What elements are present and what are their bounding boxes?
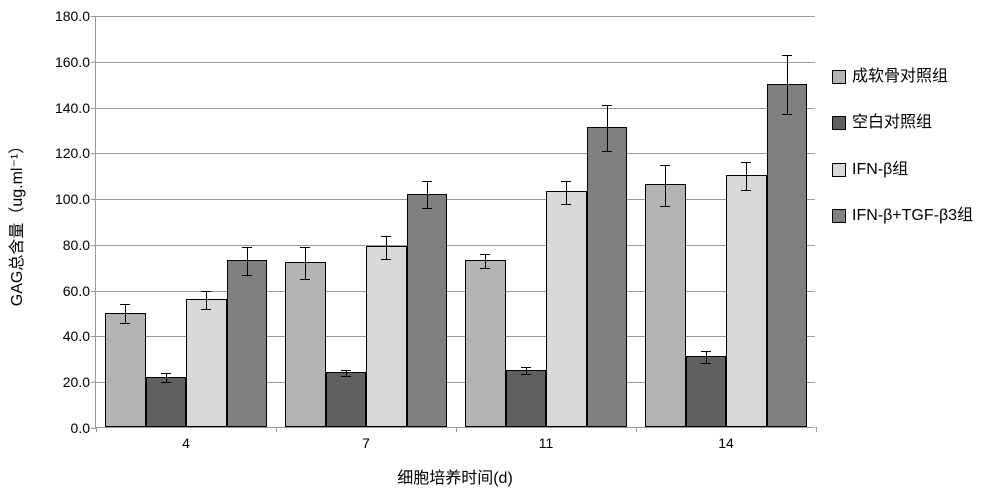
bar (726, 175, 767, 427)
legend-label: 成软骨对照组 (852, 68, 948, 86)
legend-swatch (832, 163, 846, 177)
legend-item: IFN-β+TGF-β3组 (832, 207, 973, 225)
legend-item: 空白对照组 (832, 114, 973, 132)
y-tick-label: 160.0 (55, 54, 96, 70)
bar (587, 127, 628, 427)
x-tick-mark (96, 427, 97, 432)
legend-item: 成软骨对照组 (832, 68, 973, 86)
legend-swatch (832, 209, 846, 223)
x-tick-label: 4 (182, 427, 190, 451)
plot-area: 0.020.040.060.080.0100.0120.0140.0160.01… (95, 16, 815, 428)
y-tick-label: 180.0 (55, 8, 96, 24)
legend-label: IFN-β组 (852, 161, 908, 179)
y-tick-label: 20.0 (63, 374, 96, 390)
gridline (96, 153, 815, 154)
bar (767, 84, 808, 427)
gag-bar-chart: 0.0 20.0 40.0 60.0 80.0 100.0 120.0 140.0 160.0 1… (0, 0, 1000, 504)
x-tick-mark (456, 427, 457, 432)
y-tick-label: 0.0 (71, 420, 96, 436)
bar (227, 260, 268, 427)
legend-swatch (832, 70, 846, 84)
legend-swatch (832, 116, 846, 130)
bar (506, 370, 547, 427)
y-tick-label: 120.0 (55, 145, 96, 161)
y-tick-label: 40.0 (63, 328, 96, 344)
bar (645, 184, 686, 427)
legend-label: IFN-β+TGF-β3组 (852, 207, 973, 225)
y-axis-title: GAG总含量（ug.ml⁻¹） (3, 138, 27, 306)
y-tick-label: 100.0 (55, 191, 96, 207)
x-tick-label: 14 (718, 427, 734, 451)
gridline (96, 108, 815, 109)
y-tick-label: 140.0 (55, 100, 96, 116)
gridline (96, 245, 815, 246)
x-axis-title: 细胞培养时间(d) (397, 464, 513, 488)
legend-item: IFN-β组 (832, 161, 973, 179)
bar (326, 372, 367, 427)
x-tick-label: 7 (362, 427, 370, 451)
x-tick-mark (816, 427, 817, 432)
legend-label: 空白对照组 (852, 114, 932, 132)
bar (105, 313, 146, 427)
y-tick-label: 80.0 (63, 237, 96, 253)
x-tick-label: 11 (539, 427, 554, 451)
bar (186, 299, 227, 427)
bar (686, 356, 727, 427)
gridline (96, 199, 815, 200)
legend: 成软骨对照组空白对照组 IFN-β组 IFN-β+TGF-β3组 (832, 68, 973, 254)
x-tick-mark (276, 427, 277, 432)
bar (465, 260, 506, 427)
gridline (96, 62, 815, 63)
bar (407, 194, 448, 427)
bar (146, 377, 187, 427)
bar (546, 191, 587, 427)
y-tick-label: 60.0 (63, 283, 96, 299)
bar (285, 262, 326, 427)
x-tick-mark (636, 427, 637, 432)
gridline (96, 16, 815, 17)
bar (366, 246, 407, 427)
